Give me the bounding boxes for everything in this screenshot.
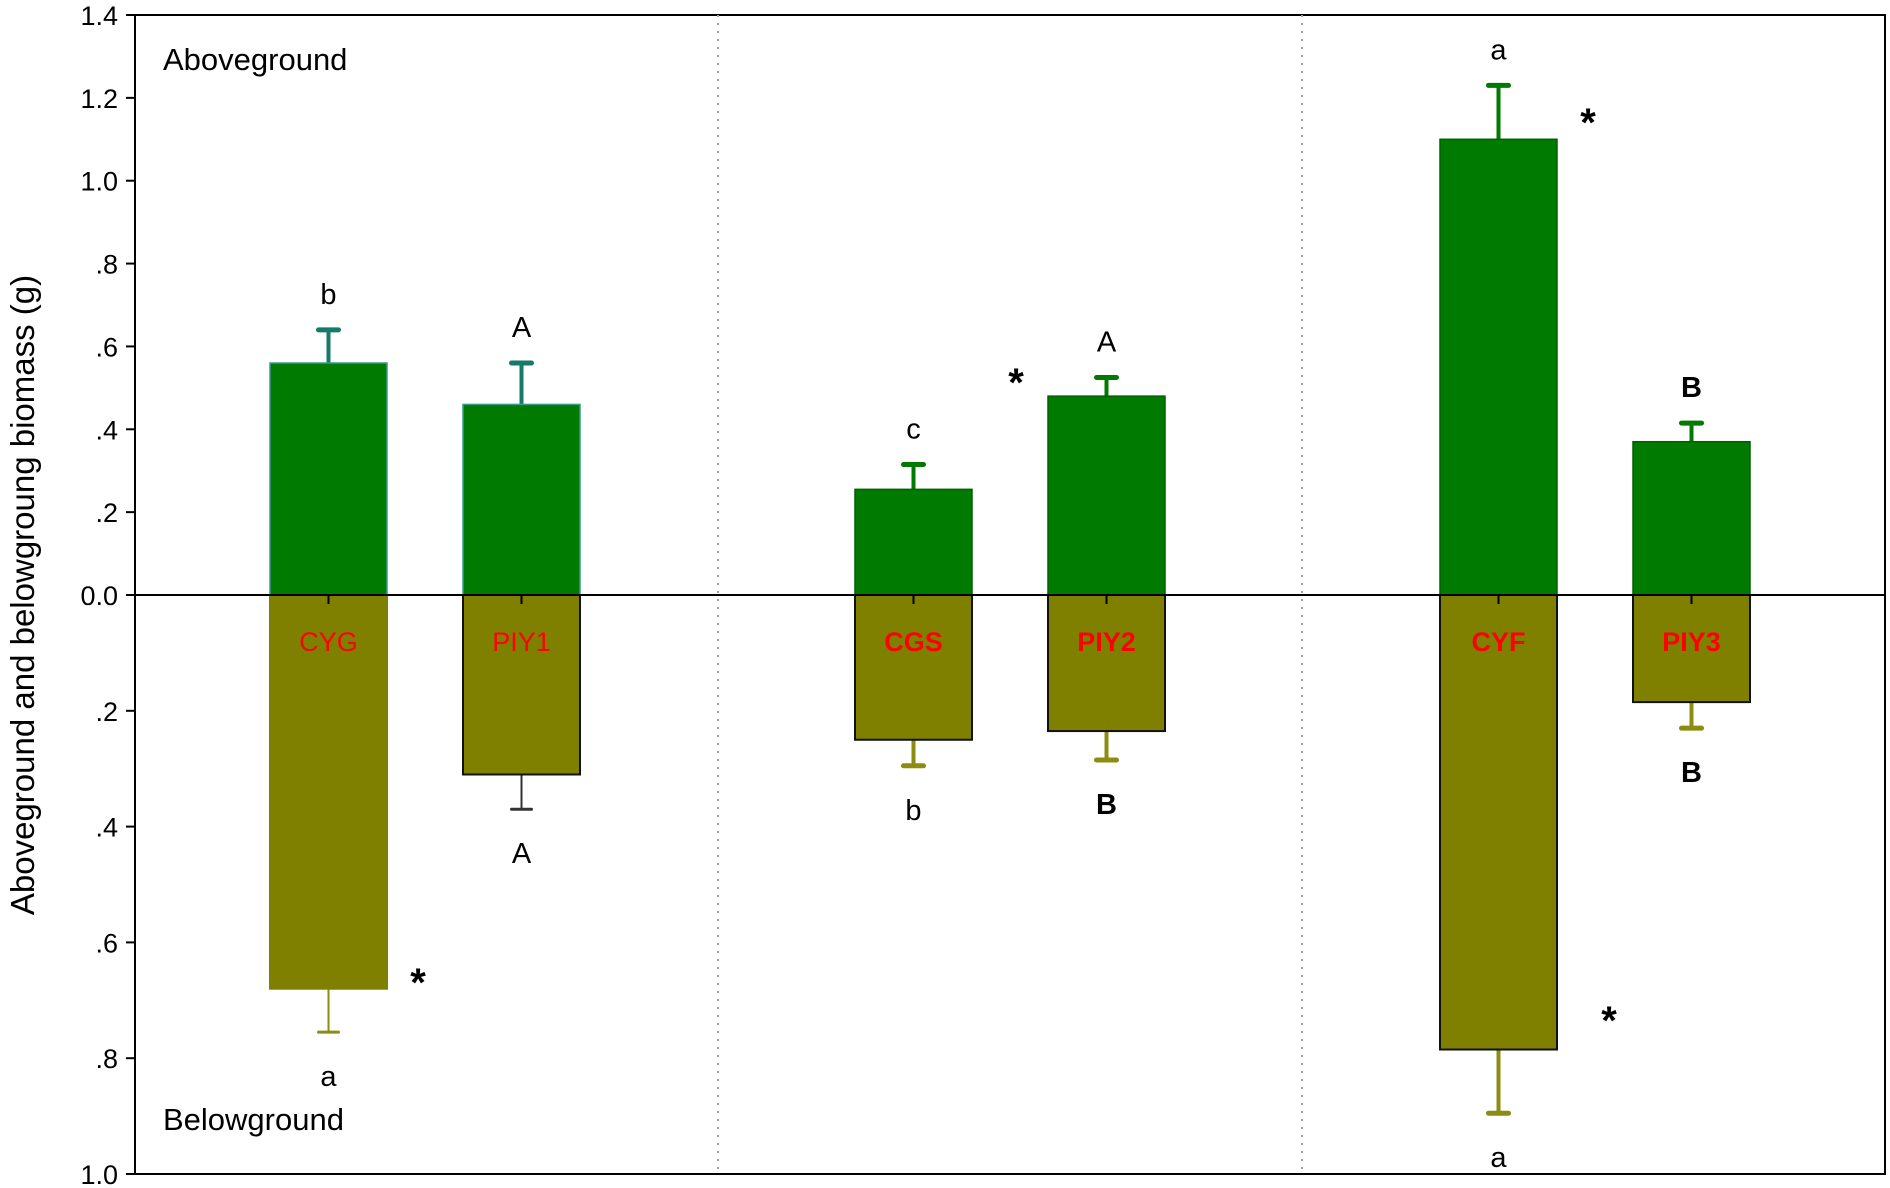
bars: CYG PIY1 CGS PIY2 CYF PIY3 xyxy=(269,82,1751,1116)
y-tick-label: 1.4 xyxy=(80,1,118,31)
y-tick-label: .8 xyxy=(95,1044,118,1074)
significance-letter-above: B xyxy=(1681,372,1702,404)
bar-above-cgs xyxy=(854,488,973,596)
y-tick-label: 1.0 xyxy=(80,167,118,197)
category-label-cyf: CYF xyxy=(1472,627,1526,657)
y-axis-ticks: 0.0 .2 .4 .6 .8 1.0 1.2 1.4 .2 .4 .6 .8 1.0 xyxy=(80,1,135,1188)
significance-letter-below: B xyxy=(1096,789,1117,821)
y-tick-label: 0.0 xyxy=(80,581,118,611)
category-label-piy2: PIY2 xyxy=(1077,627,1136,657)
belowground-label: Belowground xyxy=(163,1102,344,1137)
group-separators xyxy=(717,15,1303,1174)
y-tick-label: .4 xyxy=(95,813,118,843)
significance-letter-above: a xyxy=(1490,34,1507,66)
category-label-piy3: PIY3 xyxy=(1662,627,1721,657)
bar-below-cyf xyxy=(1439,594,1558,1051)
significance-letter-below: B xyxy=(1681,757,1702,789)
y-tick-label: .2 xyxy=(95,697,118,727)
bar-above-piy2 xyxy=(1047,395,1166,596)
category-label-piy1: PIY1 xyxy=(492,627,551,657)
significance-letter-above: A xyxy=(512,312,532,344)
bar-above-piy1 xyxy=(462,403,581,596)
significance-letter-above: A xyxy=(1097,327,1117,359)
asterisk-icon: * xyxy=(1580,101,1596,145)
bar-above-cyf xyxy=(1439,138,1558,596)
y-tick-label: .6 xyxy=(95,332,118,362)
bar-above-cyg xyxy=(269,362,388,596)
annotations: b a A Ac b A Ba a B B * * * * xyxy=(135,34,1885,1174)
bar-below-cgs xyxy=(854,594,973,741)
significance-letter-below: a xyxy=(320,1061,337,1093)
y-tick-label: .8 xyxy=(95,250,118,280)
bar-above-piy3 xyxy=(1632,440,1751,596)
asterisk-icon: * xyxy=(1601,999,1617,1043)
bar-below-piy1 xyxy=(462,594,581,776)
y-tick-label: 1.0 xyxy=(80,1160,118,1188)
significance-letter-below: b xyxy=(905,795,921,827)
aboveground-label: Aboveground xyxy=(163,42,347,77)
significance-letter-below: a xyxy=(1490,1142,1507,1174)
y-tick-label: 1.2 xyxy=(80,84,118,114)
y-axis-title: Aboveground and belowgroung biomass (g) xyxy=(4,275,41,915)
category-label-cyg: CYG xyxy=(299,627,358,657)
category-label-cgs: CGS xyxy=(884,627,943,657)
bar-below-piy2 xyxy=(1047,594,1166,733)
asterisk-icon: * xyxy=(410,961,426,1005)
significance-letter-above: c xyxy=(906,414,921,446)
y-tick-label: .4 xyxy=(95,415,118,445)
asterisk-icon: * xyxy=(1008,361,1024,405)
y-tick-label: .6 xyxy=(95,928,118,958)
significance-letter-below: A xyxy=(512,838,532,870)
y-tick-label: .2 xyxy=(95,498,118,528)
significance-letter-above: b xyxy=(320,279,336,311)
